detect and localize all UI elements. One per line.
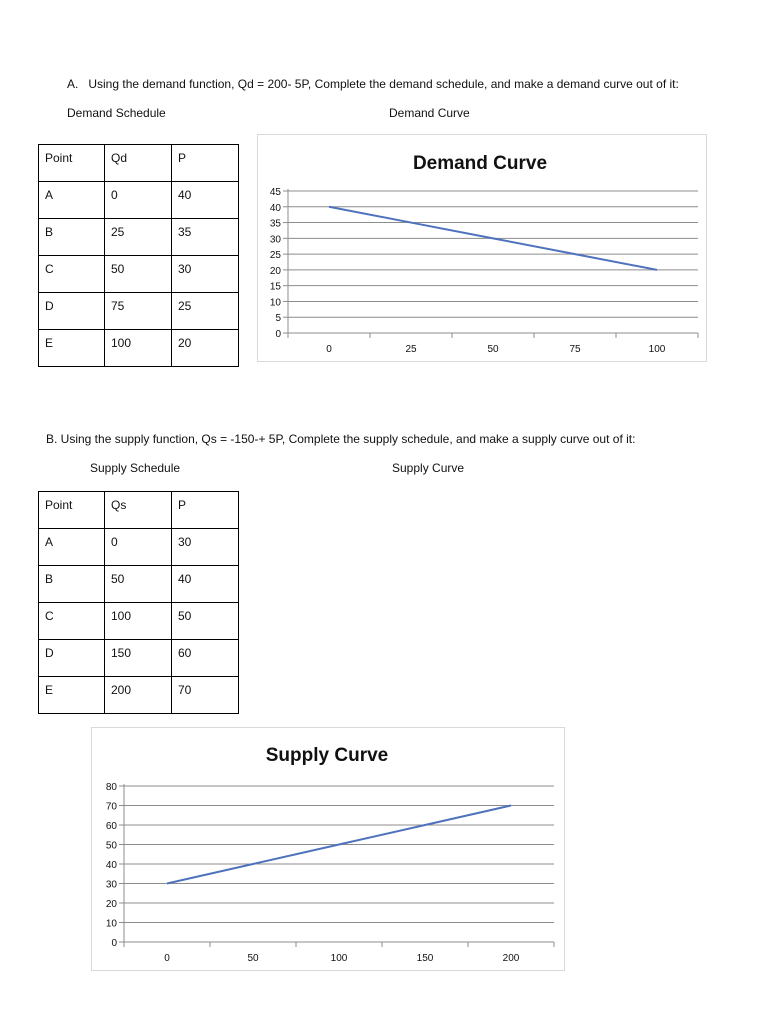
- demand-curve-heading: Demand Curve: [389, 106, 470, 120]
- cell-qs: 0: [104, 528, 172, 566]
- y-tick-label: 0: [275, 329, 281, 340]
- cell-point: B: [38, 218, 105, 256]
- y-tick-label: 40: [270, 203, 282, 214]
- supply-schedule-heading: Supply Schedule: [90, 461, 181, 475]
- demand-schedule-heading: Demand Schedule: [67, 106, 166, 120]
- cell-point: D: [38, 639, 105, 677]
- table-row: E 200 70: [38, 676, 239, 714]
- cell-p: 20: [171, 329, 239, 367]
- section-b-prompt: B. Using the supply function, Qs = -150-…: [46, 432, 636, 446]
- y-tick-label: 60: [106, 821, 118, 832]
- y-tick-label: 40: [106, 860, 118, 871]
- cell-point: E: [38, 329, 105, 367]
- y-tick-label: 70: [106, 802, 118, 813]
- cell-qd: 0: [104, 181, 172, 219]
- header-point: Point: [38, 491, 105, 529]
- cell-p: 30: [171, 528, 239, 566]
- cell-point: B: [38, 565, 105, 603]
- cell-qs: 100: [104, 602, 172, 640]
- header-qd: Qd: [104, 144, 172, 182]
- table-row: E 100 20: [38, 329, 239, 367]
- cell-point: A: [38, 528, 105, 566]
- cell-qd: 100: [104, 329, 172, 367]
- table-header-row: Point Qs P: [38, 491, 239, 529]
- header-p: P: [171, 144, 239, 182]
- x-tick-label: 50: [487, 344, 499, 355]
- y-tick-label: 30: [270, 234, 282, 245]
- table-row: D 150 60: [38, 639, 239, 677]
- header-p: P: [171, 491, 239, 529]
- section-a-prompt-text: Using the demand function, Qd = 200- 5P,…: [88, 77, 679, 91]
- cell-p: 50: [171, 602, 239, 640]
- x-tick-label: 25: [405, 344, 417, 355]
- x-tick-label: 0: [326, 344, 332, 355]
- cell-point: A: [38, 181, 105, 219]
- cell-point: C: [38, 255, 105, 293]
- y-tick-label: 20: [270, 266, 282, 277]
- y-tick-label: 15: [270, 282, 282, 293]
- x-tick-label: 100: [649, 344, 666, 355]
- series-line: [166, 804, 512, 885]
- table-row: A 0 30: [38, 528, 239, 566]
- y-tick-label: 10: [106, 919, 118, 930]
- x-tick-label: 50: [247, 953, 259, 964]
- y-tick-label: 45: [270, 187, 282, 198]
- cell-qd: 50: [104, 255, 172, 293]
- demand-chart: Demand Curve 0 5 10 15 20 25 30 35 40 45 0 25 50 75 100: [257, 134, 707, 362]
- cell-qs: 200: [104, 676, 172, 714]
- y-tick-label: 20: [106, 899, 118, 910]
- demand-chart-svg: Demand Curve 0 5 10 15 20 25 30 35 40 45 0 25 50 75 100: [270, 153, 699, 355]
- section-a-prompt: A. Using the demand function, Qd = 200- 5…: [67, 77, 679, 91]
- cell-qs: 150: [104, 639, 172, 677]
- header-qs: Qs: [104, 491, 172, 529]
- supply-curve-heading: Supply Curve: [392, 461, 465, 475]
- cell-p: 70: [171, 676, 239, 714]
- cell-qd: 75: [104, 292, 172, 330]
- y-tick-label: 10: [270, 297, 282, 308]
- cell-p: 40: [171, 181, 239, 219]
- chart-title: Demand Curve: [413, 153, 547, 174]
- table-header-row: Point Qd P: [38, 144, 239, 182]
- cell-point: D: [38, 292, 105, 330]
- section-a-label: A.: [67, 77, 79, 91]
- cell-p: 25: [171, 292, 239, 330]
- supply-schedule-table: Point Qs P A 0 30 B 50 40 C 100 50 D 150…: [38, 491, 239, 714]
- chart-title: Supply Curve: [266, 745, 388, 766]
- cell-qd: 25: [104, 218, 172, 256]
- demand-schedule-table: Point Qd P A 0 40 B 25 35 C 50 30 D 75 2…: [38, 144, 239, 367]
- cell-p: 60: [171, 639, 239, 677]
- y-tick-label: 0: [111, 938, 117, 949]
- cell-qs: 50: [104, 565, 172, 603]
- y-tick-label: 5: [275, 313, 281, 324]
- cell-point: E: [38, 676, 105, 714]
- table-row: B 50 40: [38, 565, 239, 603]
- cell-point: C: [38, 602, 105, 640]
- table-row: C 50 30: [38, 255, 239, 293]
- series-line: [328, 205, 658, 271]
- table-row: D 75 25: [38, 292, 239, 330]
- table-row: B 25 35: [38, 218, 239, 256]
- x-tick-label: 200: [503, 953, 520, 964]
- cell-p: 30: [171, 255, 239, 293]
- table-row: A 0 40: [38, 181, 239, 219]
- supply-chart: Supply Curve 0 10 20 30 40 50 60 70 80 0 50 100 150 20…: [91, 727, 565, 971]
- cell-p: 35: [171, 218, 239, 256]
- supply-chart-svg: Supply Curve 0 10 20 30 40 50 60 70 80 0 50 100 150 20…: [106, 745, 555, 964]
- y-tick-label: 25: [270, 250, 282, 261]
- x-tick-label: 100: [331, 953, 348, 964]
- y-tick-label: 50: [106, 841, 118, 852]
- y-tick-label: 35: [270, 219, 282, 230]
- table-row: C 100 50: [38, 602, 239, 640]
- y-tick-label: 80: [106, 782, 118, 793]
- x-tick-label: 75: [569, 344, 581, 355]
- header-point: Point: [38, 144, 105, 182]
- y-tick-label: 30: [106, 880, 118, 891]
- x-tick-label: 150: [417, 953, 434, 964]
- cell-p: 40: [171, 565, 239, 603]
- x-tick-label: 0: [164, 953, 170, 964]
